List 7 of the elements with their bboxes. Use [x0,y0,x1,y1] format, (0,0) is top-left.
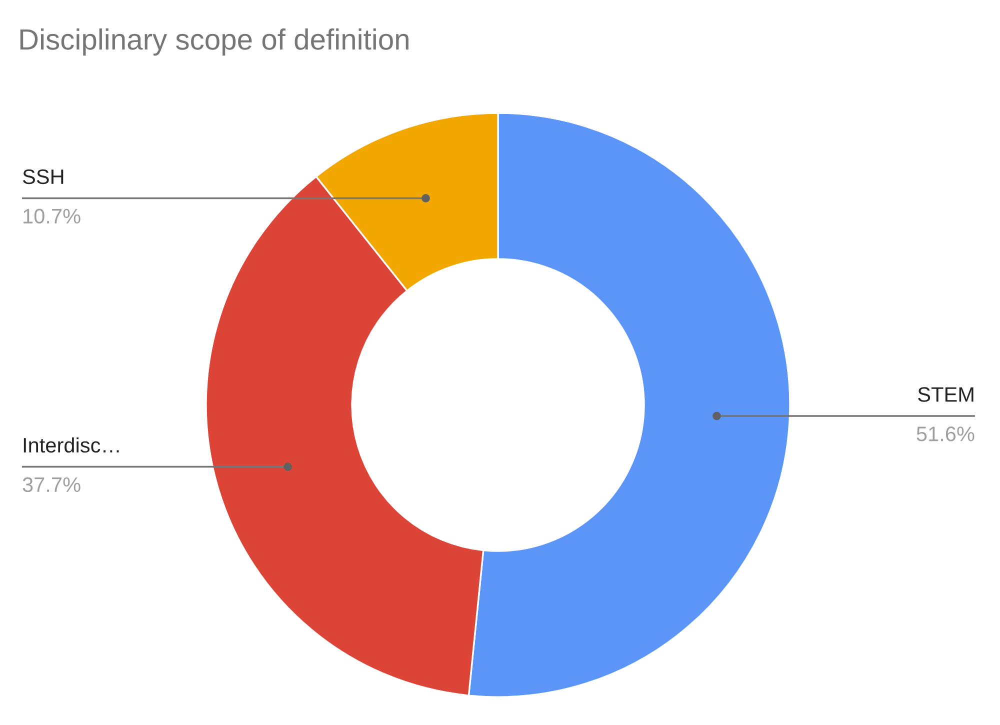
data-label: 51.6% [916,426,974,442]
slice-label: STEM [918,387,974,402]
data-label: 37.7% [22,477,80,492]
data-label: 10.7% [24,208,80,224]
slice-label: Interdisc… [24,437,119,453]
slice-label: SSH [22,169,64,184]
chart-title: Disciplinary scope of definition [20,28,408,56]
